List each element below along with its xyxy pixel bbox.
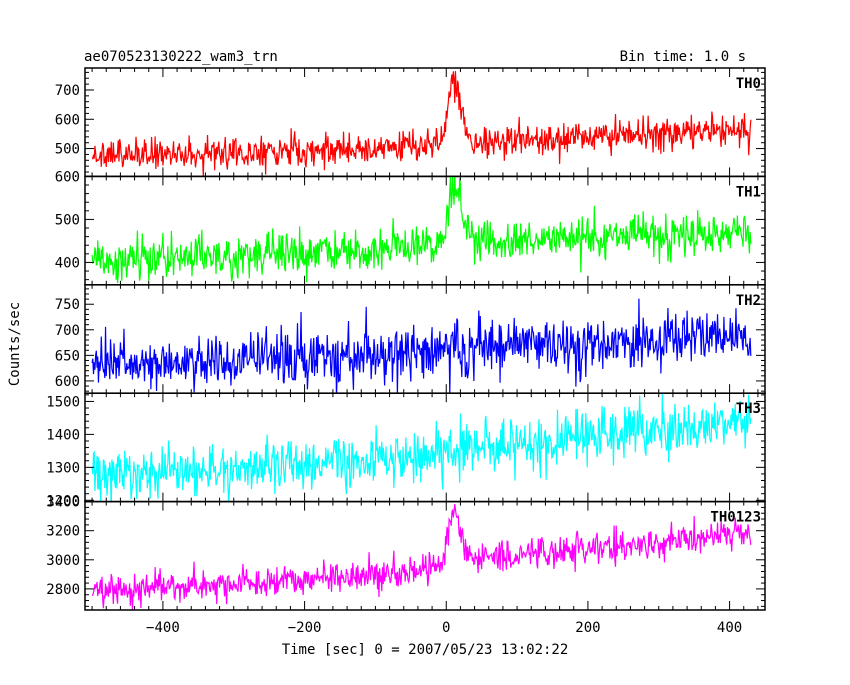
y-axis-label: Counts/sec [7,302,23,386]
panel-frame [84,284,766,394]
y-tick-label: 2800 [46,582,80,598]
x-tick-label: −200 [288,620,322,636]
y-tick-label: 3200 [46,524,80,540]
y-tick-label: 700 [55,323,80,339]
panel-label-th1: TH1 [736,184,761,200]
y-tick-label: 650 [55,348,80,364]
x-tick-label: 400 [717,620,742,636]
x-tick-label: −400 [146,620,180,636]
y-tick-label: 1500 [46,394,80,410]
panel-label-th3: TH3 [736,401,761,417]
series-line-th2 [91,298,752,394]
y-tick-label: 3400 [46,495,80,511]
y-tick-label: 700 [55,83,80,99]
series-line-th3 [91,393,752,502]
y-tick-label: 600 [55,374,80,390]
panel-th2: 600 650 700 750 TH2 [55,284,766,394]
y-tick-label: 3000 [46,553,80,569]
panel-frame [84,175,766,286]
panel-th0123: 2800 3000 3200 3400 TH0123 [46,495,766,611]
chart-title-left: ae070523130222_wam3_trn [84,49,278,65]
y-tick-label: 500 [55,212,80,228]
panel-label-th0123: TH0123 [710,510,761,526]
panel-th3: 1200 1300 1400 1500 TH3 [46,392,766,509]
panel-frame [84,500,766,611]
panel-th1: 400 500 600 TH1 [55,169,766,286]
y-tick-label: 500 [55,142,80,158]
y-tick-label: 600 [55,169,80,185]
y-tick-label: 1400 [46,427,80,443]
panels-group: 500 600 700 TH0 400 500 600 TH1 600 650 700 750 TH2 1… [46,67,766,611]
y-tick-label: 1300 [46,460,80,476]
x-tick-labels: −400 −200 0 200 400 [146,620,742,636]
series-line-th0123 [91,503,752,610]
panel-label-th0: TH0 [736,76,761,92]
series-line-th0 [91,71,752,177]
panel-th0: 500 600 700 TH0 [55,67,766,178]
chart-title-right: Bin time: 1.0 s [620,49,746,65]
x-tick-label: 0 [442,620,450,636]
y-tick-label: 750 [55,297,80,313]
x-axis-label: Time [sec] 0 = 2007/05/23 13:02:22 [282,642,569,658]
y-tick-label: 1200 [46,493,80,509]
series-line-th1 [91,176,752,283]
x-tick-label: 200 [575,620,600,636]
y-tick-label: 400 [55,255,80,271]
panel-label-th2: TH2 [736,293,761,309]
y-tick-label: 600 [55,112,80,128]
